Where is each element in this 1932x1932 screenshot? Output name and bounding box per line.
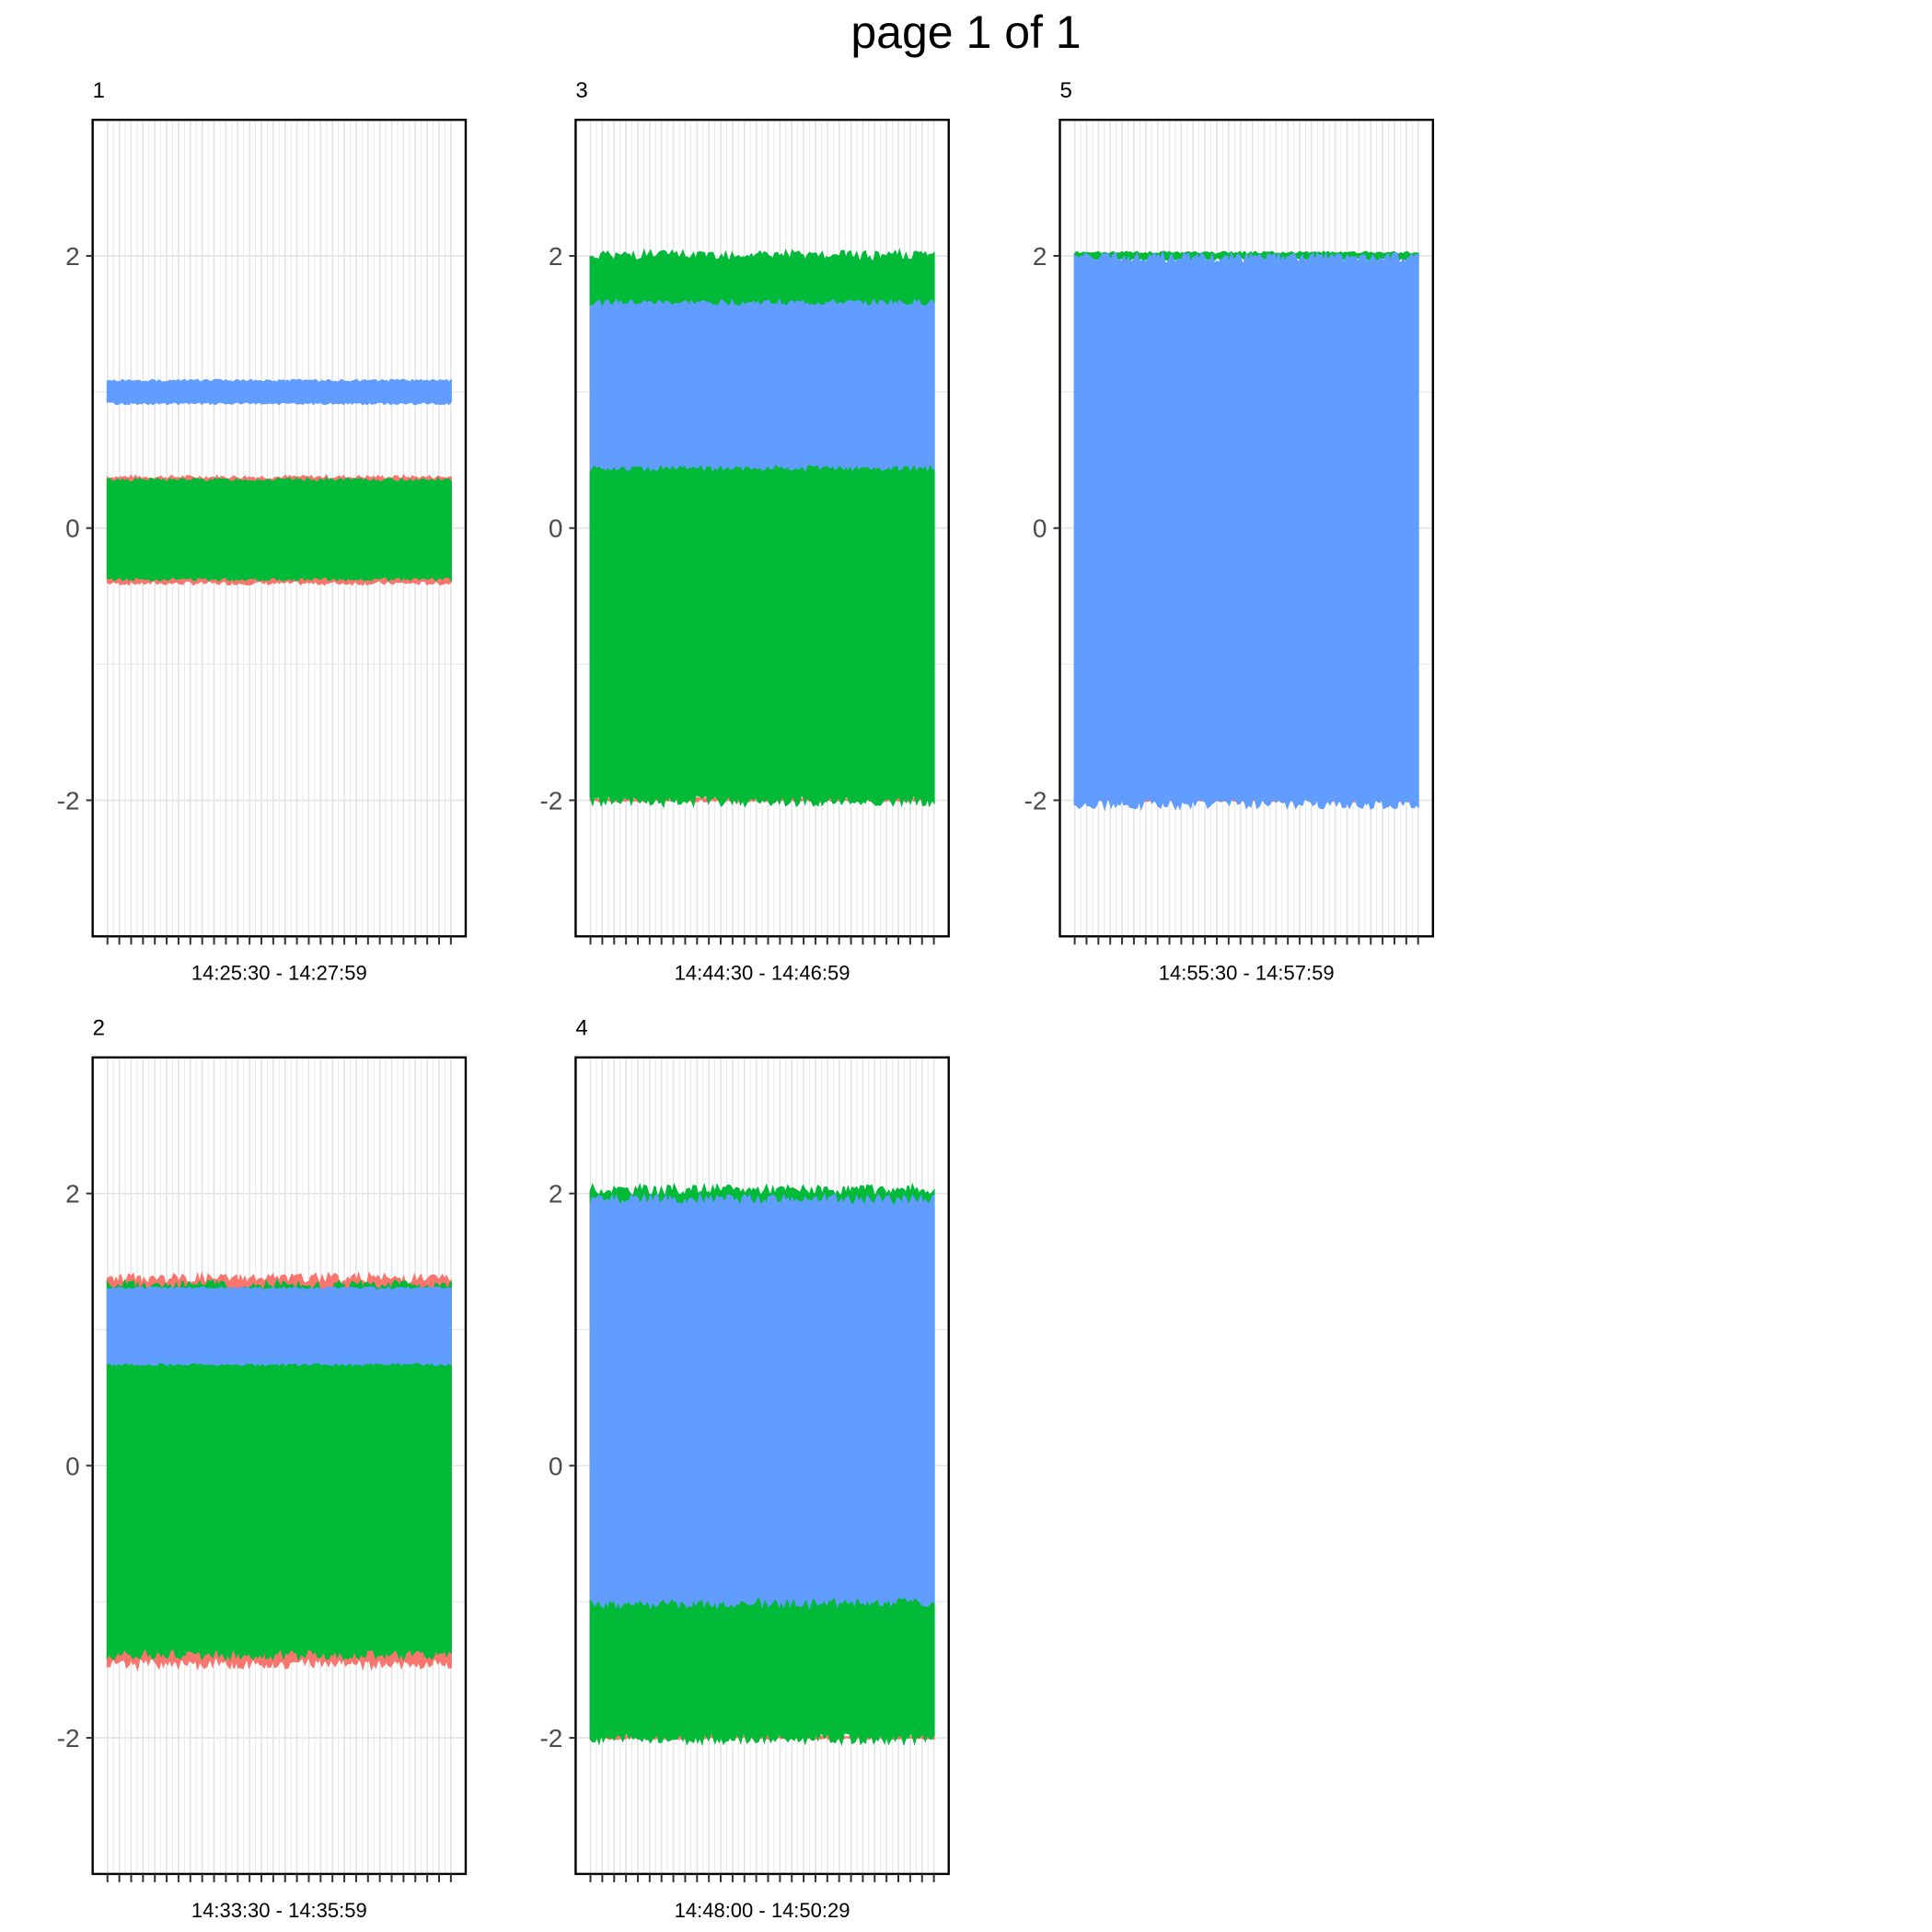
page-title: page 1 of 1	[850, 6, 1082, 58]
x-axis-label: 14:55:30 - 14:57:59	[1159, 961, 1335, 984]
series-band-blue	[106, 378, 452, 406]
panel-label: 3	[575, 78, 587, 103]
y-tick-label: 2	[65, 242, 80, 271]
series-band-green	[106, 1278, 452, 1662]
y-tick-label: 2	[549, 242, 563, 271]
x-axis-label: 14:48:00 - 14:50:29	[675, 1899, 850, 1922]
y-tick-label: 2	[1033, 242, 1047, 271]
y-tick-label: -2	[57, 1724, 80, 1753]
facet-panel: 1 -2 0 2 14:25:30 - 14:27:59	[57, 78, 468, 984]
series-band-blue	[1073, 249, 1419, 812]
y-tick-label: 2	[549, 1180, 563, 1209]
series-band-blue	[589, 297, 935, 472]
series-band-blue	[589, 1192, 935, 1611]
y-tick-label: 0	[549, 1452, 563, 1480]
y-tick-label: -2	[539, 1724, 562, 1753]
y-tick-label: -2	[57, 786, 80, 815]
y-tick-label: 0	[65, 515, 80, 543]
y-tick-label: 0	[549, 515, 563, 543]
panel-label: 5	[1059, 78, 1071, 103]
y-tick-label: 2	[65, 1180, 80, 1209]
facet-panel: 5 -2 0 2 14:55:30 - 14:57:59	[1024, 78, 1435, 984]
y-tick-label: -2	[539, 786, 562, 815]
x-axis-label: 14:44:30 - 14:46:59	[675, 961, 850, 984]
y-tick-label: 0	[65, 1452, 80, 1480]
x-axis-label: 14:25:30 - 14:27:59	[191, 961, 367, 984]
facet-panel: 3 -2 0 2 14:44:30 - 14:46:59	[539, 78, 950, 984]
y-tick-label: -2	[1024, 786, 1047, 815]
panel-label: 1	[93, 78, 105, 103]
panel-label: 4	[575, 1016, 587, 1041]
facet-panel: 2 -2 0 2 14:33:30 - 14:35:59	[57, 1016, 468, 1922]
series-band-green	[106, 477, 452, 583]
y-tick-label: 0	[1033, 515, 1047, 543]
series-band-blue	[106, 1286, 452, 1367]
panel-label: 2	[93, 1016, 105, 1041]
x-axis-label: 14:33:30 - 14:35:59	[191, 1899, 367, 1922]
facet-panel: 4 -2 0 2 14:48:00 - 14:50:29	[539, 1016, 950, 1922]
